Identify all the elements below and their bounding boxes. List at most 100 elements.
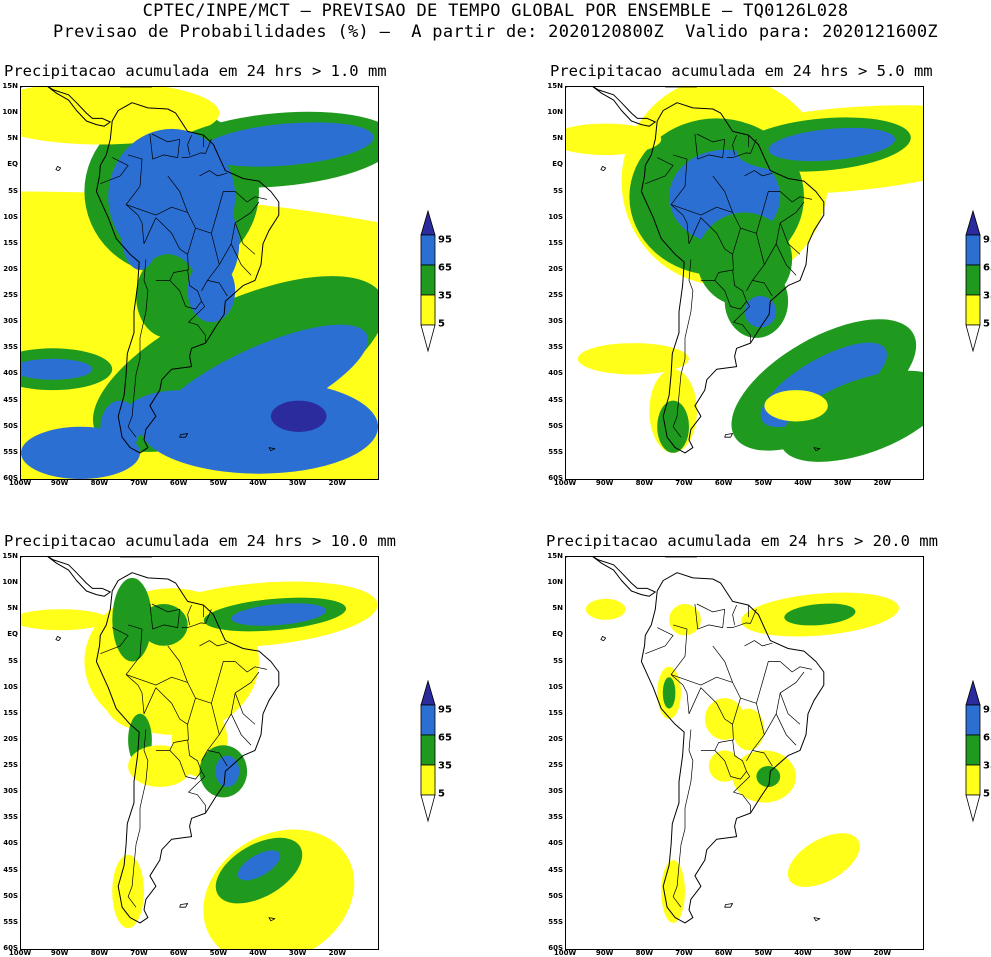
prob-area-65-15: [124, 390, 236, 443]
lat-label: 5N: [7, 604, 18, 613]
panel-4-svg: [566, 557, 899, 924]
prob-area-5-16: [577, 343, 689, 375]
country-border-20: [744, 170, 773, 177]
lon-label: 40W: [794, 949, 812, 957]
lat-label: 25S: [548, 291, 563, 300]
island-3: [813, 447, 821, 452]
colorbar-segment-1: [965, 210, 981, 236]
prob-area-5-15: [566, 123, 662, 155]
lon-label: 90W: [50, 479, 69, 487]
lon-label: 70W: [675, 479, 693, 487]
country-border-10: [732, 604, 737, 625]
lat-label: 15N: [2, 82, 18, 90]
prob-area-65-5: [199, 122, 374, 167]
lat-label: 10N: [2, 578, 18, 587]
lon-label: 90W: [595, 479, 614, 487]
country-border-3: [100, 157, 129, 185]
island-2: [179, 433, 189, 438]
country-border-13: [187, 697, 196, 725]
lat-label: 15S: [3, 708, 18, 717]
colorbar-segment-4: [420, 764, 436, 796]
panel-4-map: [565, 556, 924, 950]
colorbar-label-5: 5: [983, 318, 990, 330]
lon-label: 100W: [553, 479, 577, 487]
lon-label: 70W: [675, 949, 693, 957]
country-border-12: [670, 661, 781, 704]
colorbar-segment-2: [965, 704, 981, 736]
colorbar-label-65: 65: [438, 262, 452, 274]
country-border-20: [744, 640, 773, 647]
lat-label: EQ: [552, 160, 563, 169]
lat-label: 50S: [548, 891, 563, 900]
lat-label: 15S: [548, 708, 563, 717]
prob-area-35-6: [112, 577, 152, 662]
country-border-18: [207, 750, 228, 767]
country-border-13: [732, 697, 741, 725]
country-border-3: [645, 627, 674, 655]
country-border-2: [670, 624, 690, 714]
country-border-10: [732, 134, 737, 155]
lon-label: 50W: [754, 479, 773, 487]
island-1: [55, 166, 62, 171]
country-border-16: [779, 692, 801, 725]
prob-area-5-14: [112, 854, 144, 929]
lat-label: 10S: [548, 212, 563, 221]
country-border-19: [234, 191, 267, 203]
lat-label: 30S: [3, 317, 18, 326]
coastline-south-america: [640, 572, 825, 924]
lat-label: 25S: [3, 761, 18, 770]
country-border-13: [187, 227, 196, 255]
country-border-21: [712, 175, 733, 213]
coastline-central-america: [566, 87, 656, 127]
country-border-7: [733, 791, 751, 814]
island-3: [813, 917, 821, 922]
country-border-3: [645, 157, 674, 185]
lat-label: 50S: [3, 421, 18, 430]
country-border-8: [188, 301, 206, 323]
lon-label: 40W: [794, 479, 812, 487]
colorbar-segment-2: [965, 234, 981, 266]
panel-2-svg: [566, 87, 923, 462]
prob-area-35-12: [780, 370, 923, 462]
country-border-8: [188, 771, 206, 793]
country-border-2: [125, 624, 145, 714]
lat-label: 15N: [547, 552, 563, 560]
lat-label: EQ: [7, 160, 18, 169]
panel-1-map: [20, 86, 379, 480]
lat-label: 20S: [548, 264, 563, 273]
lat-label: 60S: [548, 474, 563, 482]
country-border-1: [694, 133, 726, 160]
country-border-20: [199, 640, 228, 647]
country-border-6: [714, 269, 747, 310]
chart-title: CPTEC/INPE/MCT — PREVISAO DE TEMPO GLOBA…: [142, 1, 849, 21]
lat-label: 55S: [3, 917, 18, 926]
country-border-7: [188, 791, 206, 814]
colorbar-label-95: 95: [438, 234, 452, 246]
country-border-21: [167, 645, 188, 683]
country-border-4: [688, 217, 734, 281]
lat-label: 15S: [3, 238, 18, 247]
colorbar-label-5: 5: [438, 318, 445, 330]
prob-area-5-2: [100, 645, 180, 730]
panel-2-title: Precipitacao acumulada em 24 hrs > 5.0 m…: [550, 62, 933, 80]
lat-label: 45S: [3, 395, 18, 404]
prob-area-35-2: [784, 603, 856, 626]
lon-label: 80W: [90, 479, 109, 487]
prob-area-5-12: [708, 750, 741, 782]
colorbar-segment-3: [965, 734, 981, 766]
lat-label: 5S: [8, 656, 18, 665]
prob-area-35-7: [756, 766, 781, 787]
lat-label: 30S: [548, 317, 563, 326]
country-border-21: [167, 175, 188, 213]
lon-label: 60W: [169, 479, 188, 487]
chart-subtitle: Previsao de Probabilidades (%) — A parti…: [53, 22, 938, 42]
prob-area-95-14: [270, 400, 327, 432]
country-border-7: [733, 321, 751, 344]
colorbar-segment-5: [965, 794, 981, 823]
country-border-16: [234, 692, 256, 725]
lat-label: 40S: [548, 839, 563, 848]
colorbar-svg: [420, 680, 436, 823]
colorbar-label-35: 35: [983, 760, 991, 772]
prob-area-65-10: [215, 755, 240, 787]
colorbar-label-5: 5: [983, 788, 990, 800]
